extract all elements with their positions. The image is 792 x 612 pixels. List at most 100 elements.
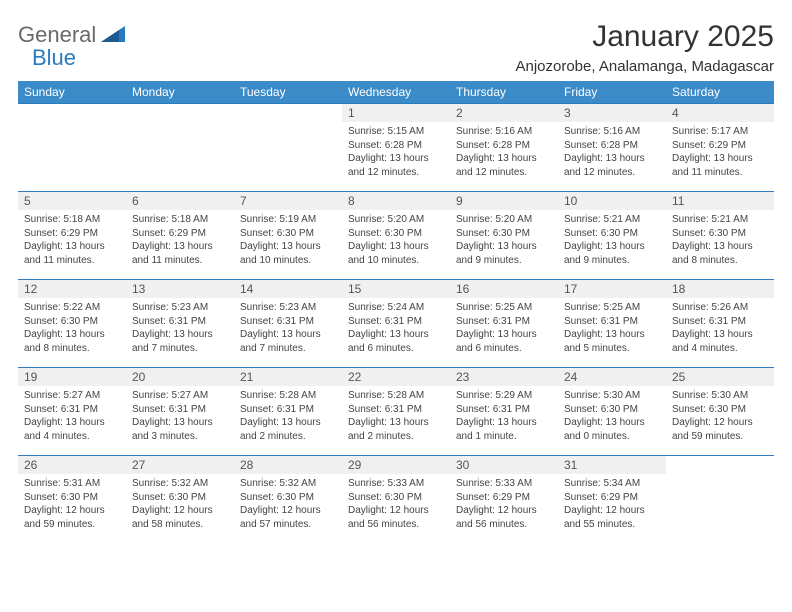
sunset-line: Sunset: 6:31 PM	[24, 403, 120, 417]
calendar-day-cell: 6Sunrise: 5:18 AMSunset: 6:29 PMDaylight…	[126, 192, 234, 280]
header: General Blue January 2025 Anjozorobe, An…	[18, 20, 774, 75]
day-number: 16	[450, 280, 558, 298]
calendar-day-cell: 3Sunrise: 5:16 AMSunset: 6:28 PMDaylight…	[558, 104, 666, 192]
sunrise-line: Sunrise: 5:21 AM	[564, 213, 660, 227]
calendar-day-cell: 10Sunrise: 5:21 AMSunset: 6:30 PMDayligh…	[558, 192, 666, 280]
sunset-line: Sunset: 6:30 PM	[132, 491, 228, 505]
day-details: Sunrise: 5:23 AMSunset: 6:31 PMDaylight:…	[234, 298, 342, 355]
daylight-line: Daylight: 12 hours and 56 minutes.	[456, 504, 552, 531]
sunrise-line: Sunrise: 5:28 AM	[240, 389, 336, 403]
sunset-line: Sunset: 6:29 PM	[672, 139, 768, 153]
daylight-line: Daylight: 13 hours and 0 minutes.	[564, 416, 660, 443]
logo-text-block: General Blue	[18, 24, 125, 70]
day-number: 11	[666, 192, 774, 210]
day-details: Sunrise: 5:25 AMSunset: 6:31 PMDaylight:…	[558, 298, 666, 355]
calendar-day-cell: 30Sunrise: 5:33 AMSunset: 6:29 PMDayligh…	[450, 456, 558, 544]
sunset-line: Sunset: 6:31 PM	[240, 403, 336, 417]
sunset-line: Sunset: 6:30 PM	[240, 227, 336, 241]
calendar-day-cell: 13Sunrise: 5:23 AMSunset: 6:31 PMDayligh…	[126, 280, 234, 368]
day-details: Sunrise: 5:21 AMSunset: 6:30 PMDaylight:…	[666, 210, 774, 267]
weekday-header: Tuesday	[234, 81, 342, 104]
daylight-line: Daylight: 13 hours and 8 minutes.	[24, 328, 120, 355]
weekday-header: Saturday	[666, 81, 774, 104]
day-number	[234, 104, 342, 122]
day-number: 13	[126, 280, 234, 298]
sunrise-line: Sunrise: 5:32 AM	[240, 477, 336, 491]
sunrise-line: Sunrise: 5:15 AM	[348, 125, 444, 139]
day-number: 14	[234, 280, 342, 298]
day-number: 15	[342, 280, 450, 298]
calendar-day-cell: 8Sunrise: 5:20 AMSunset: 6:30 PMDaylight…	[342, 192, 450, 280]
calendar-day-cell: 22Sunrise: 5:28 AMSunset: 6:31 PMDayligh…	[342, 368, 450, 456]
sunrise-line: Sunrise: 5:18 AM	[132, 213, 228, 227]
daylight-line: Daylight: 13 hours and 9 minutes.	[564, 240, 660, 267]
sunrise-line: Sunrise: 5:20 AM	[348, 213, 444, 227]
sunset-line: Sunset: 6:30 PM	[24, 491, 120, 505]
day-details: Sunrise: 5:32 AMSunset: 6:30 PMDaylight:…	[126, 474, 234, 531]
day-number: 10	[558, 192, 666, 210]
daylight-line: Daylight: 13 hours and 12 minutes.	[564, 152, 660, 179]
day-details: Sunrise: 5:30 AMSunset: 6:30 PMDaylight:…	[558, 386, 666, 443]
sunrise-line: Sunrise: 5:28 AM	[348, 389, 444, 403]
daylight-line: Daylight: 12 hours and 59 minutes.	[672, 416, 768, 443]
calendar-day-cell: 18Sunrise: 5:26 AMSunset: 6:31 PMDayligh…	[666, 280, 774, 368]
day-details: Sunrise: 5:21 AMSunset: 6:30 PMDaylight:…	[558, 210, 666, 267]
calendar-day-cell: 2Sunrise: 5:16 AMSunset: 6:28 PMDaylight…	[450, 104, 558, 192]
day-number: 31	[558, 456, 666, 474]
calendar-body: 1Sunrise: 5:15 AMSunset: 6:28 PMDaylight…	[18, 104, 774, 544]
weekday-header: Monday	[126, 81, 234, 104]
sunset-line: Sunset: 6:30 PM	[564, 403, 660, 417]
day-number: 9	[450, 192, 558, 210]
calendar-day-cell: 21Sunrise: 5:28 AMSunset: 6:31 PMDayligh…	[234, 368, 342, 456]
day-number	[18, 104, 126, 122]
day-number: 8	[342, 192, 450, 210]
calendar-day-cell	[666, 456, 774, 544]
day-number: 1	[342, 104, 450, 122]
calendar-week-row: 19Sunrise: 5:27 AMSunset: 6:31 PMDayligh…	[18, 368, 774, 456]
sunrise-line: Sunrise: 5:26 AM	[672, 301, 768, 315]
day-number: 30	[450, 456, 558, 474]
sunrise-line: Sunrise: 5:16 AM	[456, 125, 552, 139]
sunrise-line: Sunrise: 5:18 AM	[24, 213, 120, 227]
logo: General Blue	[18, 20, 125, 70]
day-details: Sunrise: 5:15 AMSunset: 6:28 PMDaylight:…	[342, 122, 450, 179]
weekday-header: Sunday	[18, 81, 126, 104]
daylight-line: Daylight: 13 hours and 10 minutes.	[348, 240, 444, 267]
calendar-page: General Blue January 2025 Anjozorobe, An…	[0, 0, 792, 544]
day-number: 4	[666, 104, 774, 122]
calendar-week-row: 1Sunrise: 5:15 AMSunset: 6:28 PMDaylight…	[18, 104, 774, 192]
sunset-line: Sunset: 6:31 PM	[564, 315, 660, 329]
day-details: Sunrise: 5:28 AMSunset: 6:31 PMDaylight:…	[234, 386, 342, 443]
daylight-line: Daylight: 13 hours and 7 minutes.	[240, 328, 336, 355]
sunset-line: Sunset: 6:29 PM	[24, 227, 120, 241]
sunset-line: Sunset: 6:30 PM	[672, 227, 768, 241]
daylight-line: Daylight: 13 hours and 6 minutes.	[456, 328, 552, 355]
day-number	[666, 456, 774, 474]
sunset-line: Sunset: 6:30 PM	[348, 491, 444, 505]
calendar-day-cell: 7Sunrise: 5:19 AMSunset: 6:30 PMDaylight…	[234, 192, 342, 280]
daylight-line: Daylight: 12 hours and 58 minutes.	[132, 504, 228, 531]
daylight-line: Daylight: 13 hours and 4 minutes.	[672, 328, 768, 355]
sunrise-line: Sunrise: 5:17 AM	[672, 125, 768, 139]
day-details: Sunrise: 5:26 AMSunset: 6:31 PMDaylight:…	[666, 298, 774, 355]
calendar-day-cell: 1Sunrise: 5:15 AMSunset: 6:28 PMDaylight…	[342, 104, 450, 192]
day-details: Sunrise: 5:22 AMSunset: 6:30 PMDaylight:…	[18, 298, 126, 355]
logo-triangle-icon	[101, 24, 125, 47]
sunset-line: Sunset: 6:30 PM	[672, 403, 768, 417]
day-details: Sunrise: 5:32 AMSunset: 6:30 PMDaylight:…	[234, 474, 342, 531]
sunset-line: Sunset: 6:30 PM	[456, 227, 552, 241]
calendar-day-cell: 5Sunrise: 5:18 AMSunset: 6:29 PMDaylight…	[18, 192, 126, 280]
day-details: Sunrise: 5:19 AMSunset: 6:30 PMDaylight:…	[234, 210, 342, 267]
logo-word-general: General	[18, 22, 96, 47]
day-number: 23	[450, 368, 558, 386]
daylight-line: Daylight: 13 hours and 10 minutes.	[240, 240, 336, 267]
day-details: Sunrise: 5:29 AMSunset: 6:31 PMDaylight:…	[450, 386, 558, 443]
sunset-line: Sunset: 6:28 PM	[348, 139, 444, 153]
sunset-line: Sunset: 6:29 PM	[132, 227, 228, 241]
sunset-line: Sunset: 6:30 PM	[24, 315, 120, 329]
daylight-line: Daylight: 13 hours and 12 minutes.	[348, 152, 444, 179]
sunset-line: Sunset: 6:31 PM	[348, 403, 444, 417]
calendar-day-cell: 26Sunrise: 5:31 AMSunset: 6:30 PMDayligh…	[18, 456, 126, 544]
day-details: Sunrise: 5:24 AMSunset: 6:31 PMDaylight:…	[342, 298, 450, 355]
calendar-day-cell: 23Sunrise: 5:29 AMSunset: 6:31 PMDayligh…	[450, 368, 558, 456]
